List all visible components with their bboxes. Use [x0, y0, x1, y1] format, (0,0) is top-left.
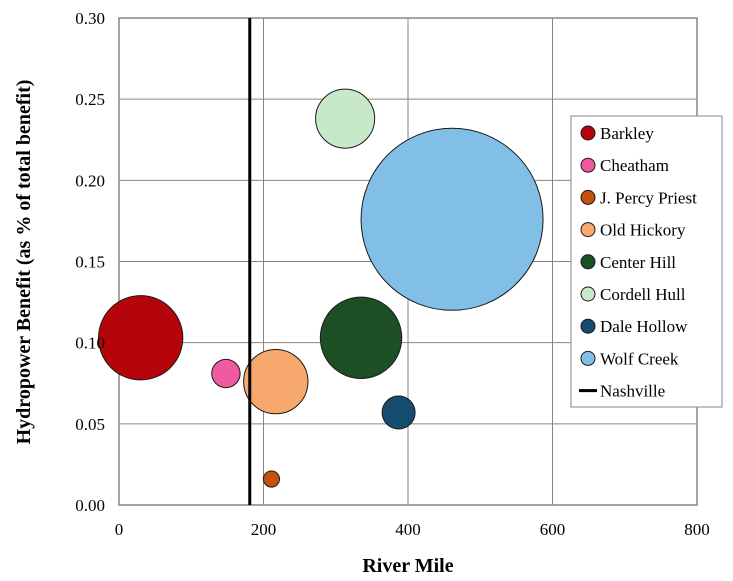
bubble-cheatham: [211, 358, 241, 389]
bubbles: [98, 88, 544, 488]
legend-marker: [580, 157, 596, 173]
legend-marker: [580, 318, 596, 334]
bubble-wolf-creek: [360, 127, 544, 311]
legend-label: Old Hickory: [600, 221, 686, 240]
y-tick-label: 0.00: [75, 496, 105, 515]
y-tick-label: 0.10: [75, 334, 105, 353]
bubble-center-hill: [319, 296, 403, 379]
bubble-j-percy-priest: [262, 470, 281, 488]
legend-label: Barkley: [600, 124, 654, 143]
y-tick-label: 0.25: [75, 90, 105, 109]
legend: Barkley Cheatham J. Percy Priest Old Hickor…: [570, 115, 723, 408]
y-axis-title: Hydropower Benefit (as % of total benefi…: [13, 80, 35, 445]
bubble-cordell-hull: [315, 88, 376, 149]
x-tick-label: 400: [395, 520, 421, 539]
x-tick-label: 800: [684, 520, 710, 539]
y-tick-label: 0.20: [75, 171, 105, 190]
legend-label: Center Hill: [600, 253, 676, 272]
bubble-old-hickory: [243, 348, 309, 415]
bubble-dale-hollow: [381, 395, 416, 430]
legend-label: Cheatham: [600, 156, 669, 175]
x-tick-label: 200: [251, 520, 277, 539]
bubble-barkley: [98, 295, 184, 381]
legend-label: Dale Hollow: [600, 317, 688, 336]
legend-marker: [580, 189, 596, 205]
legend-marker: [580, 125, 596, 141]
legend-label: Wolf Creek: [600, 349, 679, 368]
x-tick-label: 600: [540, 520, 566, 539]
x-axis-title: River Mile: [362, 555, 453, 577]
legend-marker: [580, 222, 596, 238]
y-tick-label: 0.05: [75, 415, 105, 434]
y-tick-label: 0.30: [75, 9, 105, 28]
legend-marker: [580, 286, 596, 302]
x-tick-labels: 0 200 400 600 800: [115, 520, 710, 539]
legend-box: [570, 115, 723, 408]
legend-marker: [580, 254, 596, 270]
legend-label: J. Percy Priest: [600, 188, 697, 207]
y-tick-label: 0.15: [75, 253, 105, 272]
y-tick-labels: 0.00 0.05 0.10 0.15 0.20 0.25 0.30: [75, 9, 105, 515]
legend-label: Cordell Hull: [600, 285, 686, 304]
legend-marker: [580, 350, 596, 366]
legend-label: Nashville: [600, 382, 665, 401]
x-tick-label: 0: [115, 520, 124, 539]
